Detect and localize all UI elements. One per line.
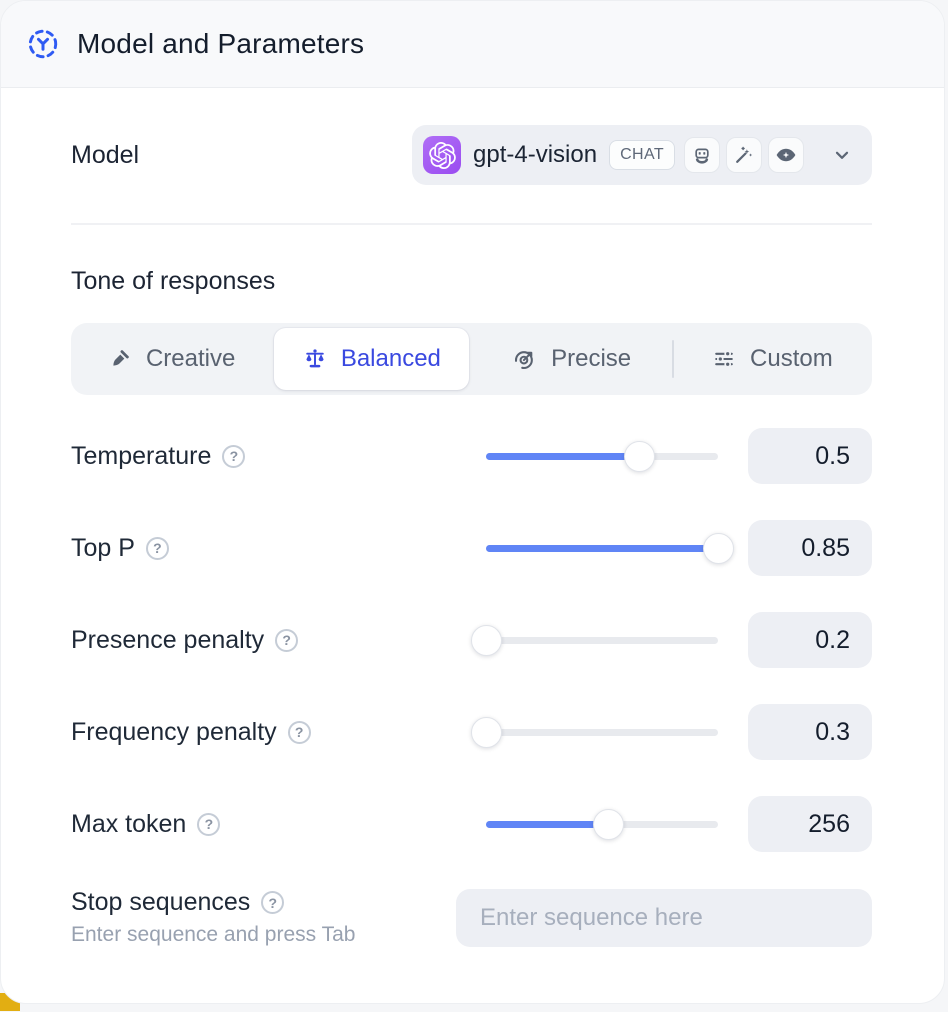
parameter-row-temperature: Temperature 0.5 [71,428,872,484]
presence-penalty-slider[interactable] [470,624,718,656]
openai-logo-icon [423,136,461,174]
parameter-row-frequency-penalty: Frequency penalty 0.3 [71,704,872,760]
tone-option-balanced[interactable]: Balanced [274,328,469,390]
slider-handle[interactable] [702,532,734,564]
selected-model-name: gpt-4-vision [473,141,598,168]
parameter-label: Presence penalty [71,625,265,654]
help-icon[interactable] [275,628,299,652]
top-p-value[interactable]: 0.85 [748,520,872,576]
help-icon[interactable] [197,812,221,836]
stop-sequences-label: Stop sequences [71,888,251,916]
slider-fill [486,544,718,552]
slider-fill [486,820,609,828]
vision-eye-icon [768,137,805,173]
temperature-value[interactable]: 0.5 [748,428,872,484]
parameter-row-presence-penalty: Presence penalty 0.2 [71,612,872,668]
slider-handle[interactable] [470,624,502,656]
chevron-down-icon [830,143,854,167]
slider-handle[interactable] [623,440,655,472]
frequency-penalty-slider[interactable] [470,716,718,748]
help-icon[interactable] [222,444,246,468]
panel-title: Model and Parameters [77,28,365,59]
top-p-slider[interactable] [486,532,734,564]
tone-option-custom[interactable]: Custom [675,328,869,390]
magic-wand-icon [726,137,763,173]
tone-option-label: Creative [145,345,236,372]
model-label: Model [71,140,140,169]
slider-fill [486,452,640,460]
model-select-dropdown[interactable]: gpt-4-vision CHAT [412,125,872,185]
brush-icon [113,350,129,366]
help-icon[interactable] [261,891,285,914]
slider-track [486,728,718,736]
parameter-label: Temperature [71,441,212,470]
parameter-label: Top P [71,533,135,562]
model-type-badge: CHAT [609,140,676,170]
tone-segmented-control: Creative Balanced Precise [71,323,872,395]
model-row: Model gpt-4-vision CHAT [71,125,872,185]
max-token-slider[interactable] [486,808,718,840]
tone-section-title: Tone of responses [71,267,276,295]
stop-sequences-helper: Enter sequence and press Tab [71,923,356,946]
robot-icon [684,137,721,173]
slider-track [486,636,718,644]
parameter-label: Frequency penalty [71,717,277,746]
max-token-value[interactable]: 256 [748,796,872,852]
sliders-icon [715,350,733,368]
section-divider [71,223,872,225]
tone-option-label: Precise [551,345,632,372]
help-icon[interactable] [145,536,169,560]
stop-sequence-input[interactable] [456,888,872,947]
parameter-row-top-p: Top P 0.85 [71,520,872,576]
segment-divider [671,340,674,378]
model-capability-chips [684,137,805,173]
help-icon[interactable] [287,720,311,744]
tone-option-label: Custom [750,345,833,372]
temperature-slider[interactable] [486,440,718,472]
tone-option-creative[interactable]: Creative [74,328,268,390]
frequency-penalty-value[interactable]: 0.3 [748,704,872,760]
slider-handle[interactable] [593,808,625,840]
stop-sequences-row: Stop sequences Enter sequence and press … [71,888,872,947]
slider-handle[interactable] [470,716,502,748]
parameter-row-max-token: Max token 256 [71,796,872,852]
parameter-label: Max token [71,809,187,838]
presence-penalty-value[interactable]: 0.2 [748,612,872,668]
tone-option-precise[interactable]: Precise [475,328,669,390]
panel-header: Model and Parameters [1,1,944,88]
target-icon [515,351,533,370]
model-hub-icon [26,27,60,61]
scale-icon [306,349,324,368]
tone-option-label: Balanced [340,345,441,372]
